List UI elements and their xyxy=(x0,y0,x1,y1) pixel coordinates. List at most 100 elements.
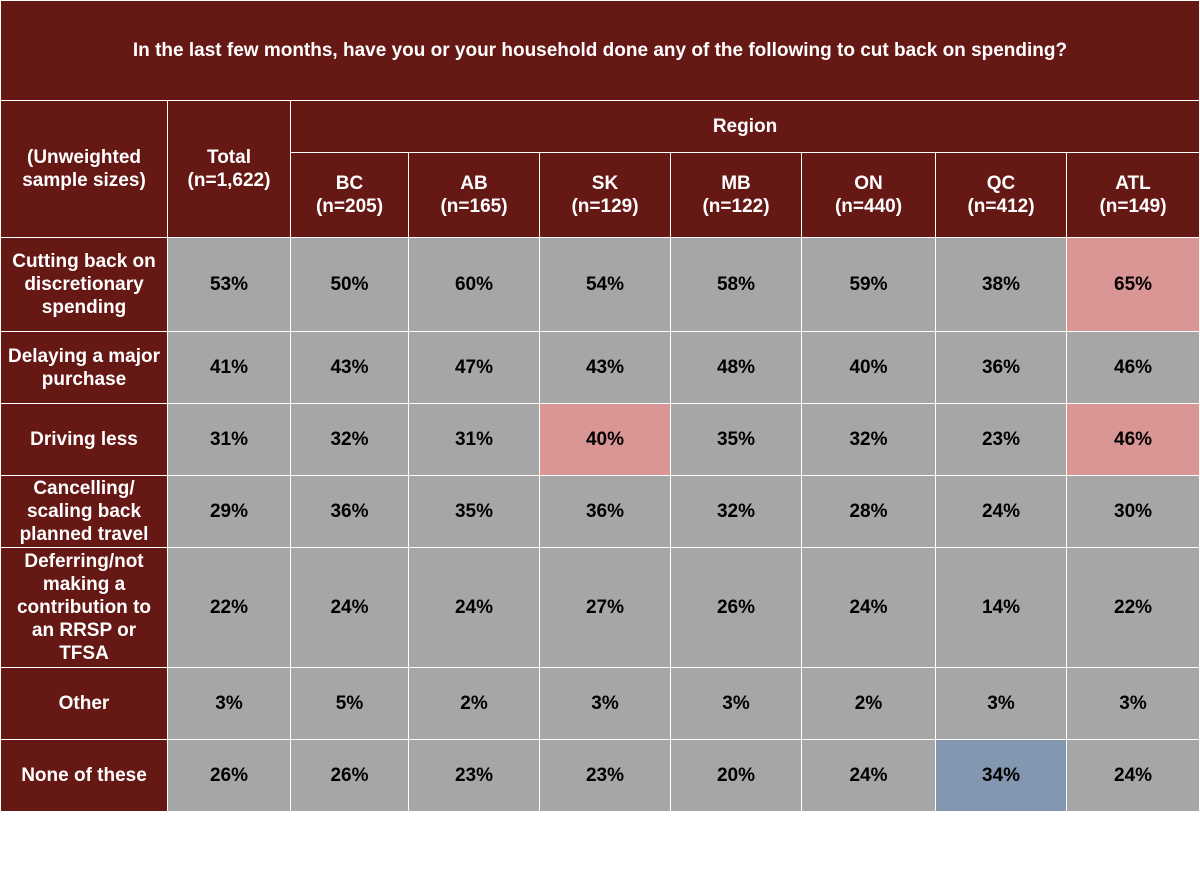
row-label: Cancelling/ scaling back planned travel xyxy=(0,475,168,548)
table-row: None of these 26% 26% 23% 23% 20% 24% 34% 24% xyxy=(0,739,1200,812)
table-cell: 53% xyxy=(167,237,291,332)
table-cell: 24% xyxy=(290,547,409,668)
table-cell: 27% xyxy=(539,547,671,668)
table-cell: 24% xyxy=(801,739,936,812)
table-cell: 60% xyxy=(408,237,540,332)
region-column-header: ON (n=440) xyxy=(801,152,936,238)
table-cell: 46% xyxy=(1065,403,1200,476)
region-name: SK xyxy=(591,173,619,194)
region-name: ATL xyxy=(1115,173,1151,194)
region-column-header: SK (n=129) xyxy=(539,152,671,238)
table-title: In the last few months, have you or your… xyxy=(0,0,1200,101)
region-sample-size: (n=129) xyxy=(571,196,639,217)
table-cell: 22% xyxy=(1065,547,1200,668)
table-cell: 3% xyxy=(935,667,1067,740)
table-cell: 43% xyxy=(290,331,409,404)
table-cell: 36% xyxy=(290,475,409,548)
table-cell: 3% xyxy=(539,667,671,740)
table-cell: 36% xyxy=(539,475,671,548)
table-cell: 31% xyxy=(167,403,291,476)
table-cell: 24% xyxy=(1065,739,1200,812)
table-cell: 32% xyxy=(670,475,802,548)
region-name: BC xyxy=(335,173,364,194)
region-column-header: AB (n=165) xyxy=(408,152,540,238)
region-column-header: MB (n=122) xyxy=(670,152,802,238)
table-cell: 20% xyxy=(670,739,802,812)
region-column-header: ATL (n=149) xyxy=(1065,152,1200,238)
table-row: Driving less 31% 32% 31% 40% 35% 32% 23% 46% xyxy=(0,403,1200,476)
table-cell: 40% xyxy=(539,403,671,476)
region-header: Region xyxy=(289,100,1200,153)
table-cell: 40% xyxy=(801,331,936,404)
table-cell: 35% xyxy=(408,475,540,548)
table-cell: 2% xyxy=(408,667,540,740)
table-cell: 26% xyxy=(167,739,291,812)
table-cell: 2% xyxy=(801,667,936,740)
region-columns-row: BC (n=205) AB (n=165) SK (n=129) MB (n=122) ON (n… xyxy=(1,152,1200,238)
region-name: ON xyxy=(854,173,883,194)
table-cell: 31% xyxy=(408,403,540,476)
table-cell: 32% xyxy=(290,403,409,476)
region-sample-size: (n=205) xyxy=(315,196,384,217)
table-cell: 28% xyxy=(801,475,936,548)
total-header: Total (n=1,622) xyxy=(167,100,291,238)
table-cell: 29% xyxy=(167,475,291,548)
table-cell: 26% xyxy=(290,739,409,812)
table-cell: 34% xyxy=(935,739,1067,812)
table-cell: 58% xyxy=(670,237,802,332)
region-sample-size: (n=122) xyxy=(702,196,770,217)
table-cell: 36% xyxy=(935,331,1067,404)
region-sample-size: (n=149) xyxy=(1099,196,1167,217)
table-cell: 24% xyxy=(801,547,936,668)
region-column-header: BC (n=205) xyxy=(290,152,409,238)
table-cell: 47% xyxy=(408,331,540,404)
table-cell: 23% xyxy=(935,403,1067,476)
table-row: Deferring/not making a contribution to a… xyxy=(0,547,1200,668)
table-body: Cutting back on discretionary spending 53… xyxy=(0,237,1200,812)
table-cell: 23% xyxy=(539,739,671,812)
table-cell: 46% xyxy=(1065,331,1200,404)
table-cell: 3% xyxy=(167,667,291,740)
row-label: Delaying a major purchase xyxy=(0,331,168,404)
table-cell: 22% xyxy=(167,547,291,668)
table-cell: 24% xyxy=(408,547,540,668)
region-name: QC xyxy=(986,173,1016,194)
table-cell: 41% xyxy=(167,331,291,404)
survey-table: In the last few months, have you or your… xyxy=(0,0,1200,812)
table-cell: 59% xyxy=(801,237,936,332)
region-sample-size: (n=412) xyxy=(967,196,1035,217)
region-column-header: QC (n=412) xyxy=(935,152,1067,238)
row-label: None of these xyxy=(0,739,168,812)
table-cell: 14% xyxy=(935,547,1067,668)
total-label: Total xyxy=(207,147,251,168)
table-cell: 48% xyxy=(670,331,802,404)
table-row: Cutting back on discretionary spending 53… xyxy=(0,237,1200,332)
table-cell: 24% xyxy=(935,475,1067,548)
table-cell: 32% xyxy=(801,403,936,476)
table-cell: 43% xyxy=(539,331,671,404)
table-cell: 26% xyxy=(670,547,802,668)
stub-header: (Unweighted sample sizes) xyxy=(0,100,168,238)
table-cell: 65% xyxy=(1065,237,1200,332)
region-sample-size: (n=440) xyxy=(834,196,903,217)
table-cell: 5% xyxy=(290,667,409,740)
region-name: AB xyxy=(460,173,488,194)
table-row: Other 3% 5% 2% 3% 3% 2% 3% 3% xyxy=(0,667,1200,740)
row-label: Driving less xyxy=(0,403,168,476)
total-sample-size: (n=1,622) xyxy=(187,170,271,191)
table-cell: 30% xyxy=(1065,475,1200,548)
table-cell: 50% xyxy=(290,237,409,332)
region-name: MB xyxy=(721,173,751,194)
row-label: Deferring/not making a contribution to a… xyxy=(0,547,168,668)
row-label: Other xyxy=(0,667,168,740)
row-label: Cutting back on discretionary spending xyxy=(0,237,168,332)
table-cell: 3% xyxy=(1065,667,1200,740)
table-cell: 35% xyxy=(670,403,802,476)
table-cell: 23% xyxy=(408,739,540,812)
table-cell: 3% xyxy=(670,667,802,740)
table-row: Delaying a major purchase 41% 43% 47% 43% 48%… xyxy=(0,331,1200,404)
table-row: Cancelling/ scaling back planned travel 2… xyxy=(0,475,1200,548)
table-cell: 38% xyxy=(935,237,1067,332)
table-cell: 54% xyxy=(539,237,671,332)
region-sample-size: (n=165) xyxy=(440,196,508,217)
